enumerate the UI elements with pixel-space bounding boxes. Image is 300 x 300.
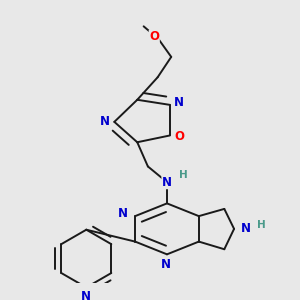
Text: N: N <box>81 290 91 300</box>
Text: O: O <box>174 130 184 143</box>
Text: N: N <box>162 176 172 189</box>
Text: N: N <box>100 116 110 128</box>
Text: H: H <box>257 220 266 230</box>
Text: H: H <box>179 169 188 179</box>
Text: O: O <box>149 30 159 44</box>
Text: N: N <box>118 208 128 220</box>
Text: N: N <box>161 259 171 272</box>
Text: N: N <box>241 222 251 236</box>
Text: N: N <box>174 96 184 109</box>
